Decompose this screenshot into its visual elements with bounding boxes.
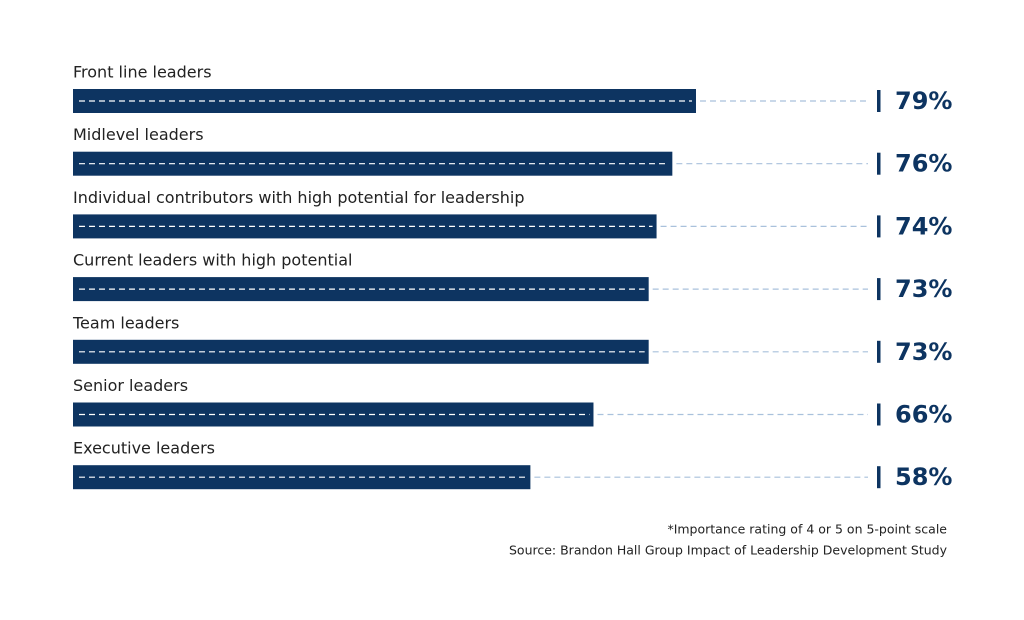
value-marker [877,340,881,363]
value-marker [877,215,881,238]
category-label: Senior leaders [73,376,188,395]
footnote: *Importance rating of 4 or 5 on 5-point … [667,522,947,537]
value-label: 73% [895,338,952,366]
value-label: 73% [895,275,952,303]
value-label: 58% [895,463,952,491]
value-marker [877,278,881,301]
value-marker [877,90,881,112]
category-label: Team leaders [72,313,179,332]
value-label: 66% [895,401,952,429]
category-label: Executive leaders [73,439,215,458]
category-label: Individual contributors with high potent… [73,188,524,207]
category-label: Midlevel leaders [73,125,204,144]
value-marker [877,152,881,175]
category-label: Current leaders with high potential [73,251,352,270]
category-label: Front line leaders [73,63,212,82]
value-label: 76% [895,150,952,178]
value-label: 74% [895,212,952,240]
value-marker [877,466,881,489]
value-marker [877,403,881,426]
footnote: Source: Brandon Hall Group Impact of Lea… [509,543,948,558]
value-label: 79% [895,87,952,115]
